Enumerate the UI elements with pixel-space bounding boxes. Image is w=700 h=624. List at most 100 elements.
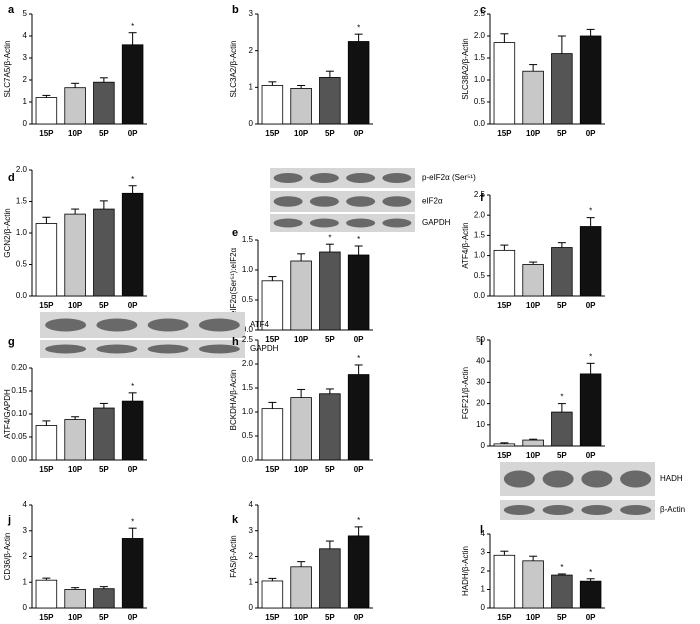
bar xyxy=(35,223,58,297)
significance-mark: * xyxy=(131,517,134,526)
bar xyxy=(121,400,144,461)
y-tick-label: 1 xyxy=(249,577,254,586)
significance-mark: * xyxy=(560,393,563,402)
y-tick-label: 0 xyxy=(23,603,28,612)
significance-mark: * xyxy=(357,23,360,32)
panel-letter: i xyxy=(480,336,483,348)
y-tick-label: 1.0 xyxy=(242,265,254,274)
x-tick-label: 0P xyxy=(586,129,596,138)
y-tick-label: 1 xyxy=(23,97,28,106)
y-tick-label: 0.5 xyxy=(474,271,486,280)
blot-band xyxy=(96,318,138,332)
y-tick-label: 10 xyxy=(476,420,485,429)
y-tick-label: 1 xyxy=(23,577,28,586)
blot-lane xyxy=(40,340,245,358)
x-tick-label: 5P xyxy=(557,613,567,622)
y-axis-label: ATF4/GAPDH xyxy=(3,389,12,439)
x-tick-label: 5P xyxy=(99,465,109,474)
panel-letter: d xyxy=(8,172,15,184)
y-tick-label: 3 xyxy=(249,526,254,535)
y-axis-label: BCKDHA/β-Actin xyxy=(229,370,238,431)
blot-label: GAPDH xyxy=(422,218,451,227)
y-axis-label: HADH/β-Actin xyxy=(461,546,470,596)
blot-band xyxy=(542,505,574,515)
y-tick-label: 3 xyxy=(23,53,28,62)
bar xyxy=(35,579,58,609)
blot-label: eIF2α xyxy=(422,197,443,206)
y-axis-label: CD36/β-Actin xyxy=(3,533,12,581)
bar xyxy=(121,44,144,125)
blot-band xyxy=(147,318,189,332)
x-tick-label: 5P xyxy=(557,301,567,310)
y-tick-label: 3 xyxy=(249,9,254,18)
y-tick-label: 0.5 xyxy=(242,295,254,304)
x-tick-label: 5P xyxy=(325,613,335,622)
y-axis-label: GCN2/β-Actin xyxy=(3,208,12,258)
blot-label: β-Actin xyxy=(660,505,685,514)
y-tick-label: 3 xyxy=(23,526,28,535)
bar xyxy=(64,213,86,297)
blot-label: p-eIF2α (Ser⁵¹) xyxy=(422,173,476,182)
y-tick-label: 0.0 xyxy=(242,455,254,464)
blot-lane xyxy=(270,214,415,232)
x-tick-label: 15P xyxy=(497,451,512,460)
panel-letter: g xyxy=(8,336,15,348)
bar xyxy=(64,87,86,125)
y-tick-label: 0 xyxy=(481,603,486,612)
x-tick-label: 10P xyxy=(294,613,309,622)
y-tick-label: 0.05 xyxy=(11,432,27,441)
panel-letter: e xyxy=(232,227,238,239)
significance-mark: * xyxy=(560,563,563,572)
y-axis-label: SLC38A2/β-Actin xyxy=(461,38,470,100)
bar xyxy=(551,247,573,297)
panel-letter: f xyxy=(480,192,484,204)
bar xyxy=(579,226,602,297)
bar xyxy=(522,70,544,125)
significance-mark: * xyxy=(589,352,592,361)
x-tick-label: 15P xyxy=(39,613,54,622)
y-tick-label: 0 xyxy=(249,119,254,128)
y-tick-label: 4 xyxy=(481,529,486,538)
x-tick-label: 15P xyxy=(39,129,54,138)
y-tick-label: 2.0 xyxy=(16,165,28,174)
x-tick-label: 0P xyxy=(354,613,364,622)
x-tick-label: 0P xyxy=(354,129,364,138)
bar xyxy=(290,397,312,461)
y-axis-label: SLC7A5/β-Actin xyxy=(3,40,12,97)
x-tick-label: 5P xyxy=(99,301,109,310)
y-tick-label: 1.5 xyxy=(16,197,28,206)
blot-lane xyxy=(270,168,415,188)
y-axis-label: ATF4/β-Actin xyxy=(461,222,470,268)
bar xyxy=(290,88,312,125)
y-tick-label: 1.5 xyxy=(242,383,254,392)
panel-letter: l xyxy=(480,524,483,536)
x-tick-label: 15P xyxy=(265,335,280,344)
x-tick-label: 10P xyxy=(68,465,83,474)
x-tick-label: 15P xyxy=(497,301,512,310)
bar xyxy=(64,589,86,609)
y-tick-label: 0.0 xyxy=(474,119,486,128)
blot-band xyxy=(581,470,613,488)
significance-mark: * xyxy=(357,354,360,363)
blot-band xyxy=(542,470,574,488)
blot-band xyxy=(309,173,339,183)
significance-mark: * xyxy=(589,207,592,216)
y-tick-label: 1 xyxy=(249,82,254,91)
bar xyxy=(319,77,341,125)
x-tick-label: 10P xyxy=(294,129,309,138)
bar xyxy=(261,580,284,609)
x-tick-label: 5P xyxy=(557,451,567,460)
x-tick-label: 10P xyxy=(68,613,83,622)
x-tick-label: 0P xyxy=(128,465,138,474)
y-tick-label: 2 xyxy=(23,75,28,84)
x-tick-label: 15P xyxy=(265,465,280,474)
panel-letter: c xyxy=(480,4,486,16)
blot-band xyxy=(620,505,652,515)
blot-band xyxy=(346,173,376,183)
x-tick-label: 0P xyxy=(586,301,596,310)
y-tick-label: 40 xyxy=(476,356,485,365)
x-tick-label: 15P xyxy=(497,613,512,622)
bar xyxy=(347,254,370,331)
significance-mark: * xyxy=(131,382,134,391)
